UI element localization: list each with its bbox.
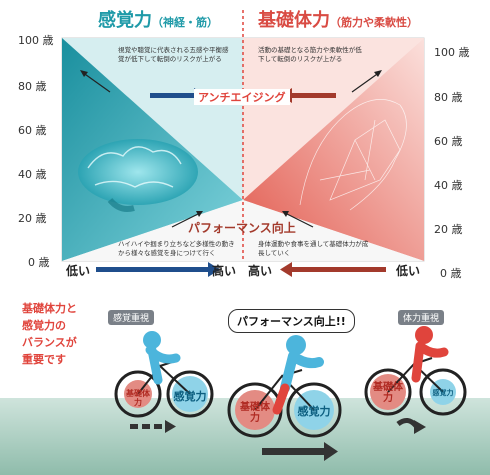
age-label-right-0: 0 歳 — [440, 267, 462, 280]
age-label-right-80: 80 歳 — [434, 91, 463, 104]
left-sense-wheel-label: 感覚力 — [173, 390, 207, 403]
age-label-left-40: 40 歳 — [18, 168, 47, 181]
note-sense-decline: 視覚や聴覚に代表される五感や平衡感覚が低下して転倒のリスクが上がる — [118, 46, 229, 63]
strength-focus-badge: 体力重視 — [398, 310, 445, 325]
right-basic-wheel-label: 基礎体力 — [373, 382, 403, 404]
strength-low-label: 低い — [396, 264, 421, 278]
sense-high-label: 高い — [212, 264, 237, 278]
center-basic-wheel-label: 基礎体力 — [240, 402, 270, 424]
cyclist-sense-focus — [114, 331, 214, 418]
age-label-left-0: 0 歳 — [28, 256, 50, 269]
strength-high-label: 高い — [248, 264, 273, 278]
age-label-right-40: 40 歳 — [434, 179, 463, 192]
performance-bubble: パフォーマンス向上!! — [228, 309, 355, 333]
anti-aging-label: アンチエイジング — [194, 89, 290, 105]
cyclist-balanced — [227, 335, 342, 438]
right-sense-wheel-label: 感覚力 — [432, 389, 454, 397]
age-label-right-20: 20 歳 — [434, 223, 463, 236]
sense-title: 感覚力（神経・筋） — [98, 10, 218, 31]
age-label-left-60: 60 歳 — [18, 124, 47, 137]
left-basic-wheel-label: 基礎体力 — [126, 389, 150, 407]
note-sense-growth: ハイハイや掴まり立ちなど多様性の動きから様々な感覚を身につけて行く — [118, 240, 235, 257]
sense-low-label: 低い — [66, 264, 91, 278]
note-strength-growth: 身体運動や食事を通して基礎体力が成長していく — [258, 240, 369, 257]
balance-note: 基礎体力と 感覚力の バランスが 重要です — [22, 302, 77, 366]
age-label-left-20: 20 歳 — [18, 212, 47, 225]
brain-image — [78, 139, 198, 205]
sense-focus-badge: 感覚重視 — [108, 310, 155, 325]
basic-region — [243, 38, 424, 261]
performance-label: パフォーマンス向上 — [188, 221, 296, 235]
basic-strength-title: 基礎体力（筋力や柔軟性） — [258, 10, 418, 31]
cyclist-strength-focus — [364, 326, 467, 416]
muscle-wireframe — [299, 99, 407, 211]
center-sense-wheel-label: 感覚力 — [297, 405, 331, 418]
note-strength-decline: 活動の基礎となる筋力や柔軟性が低下して転倒のリスクが上がる — [258, 46, 362, 63]
age-label-left-100: 100 歳 — [18, 34, 54, 47]
age-label-right-100: 100 歳 — [434, 46, 470, 59]
age-label-left-80: 80 歳 — [18, 80, 47, 93]
age-label-right-60: 60 歳 — [434, 135, 463, 148]
